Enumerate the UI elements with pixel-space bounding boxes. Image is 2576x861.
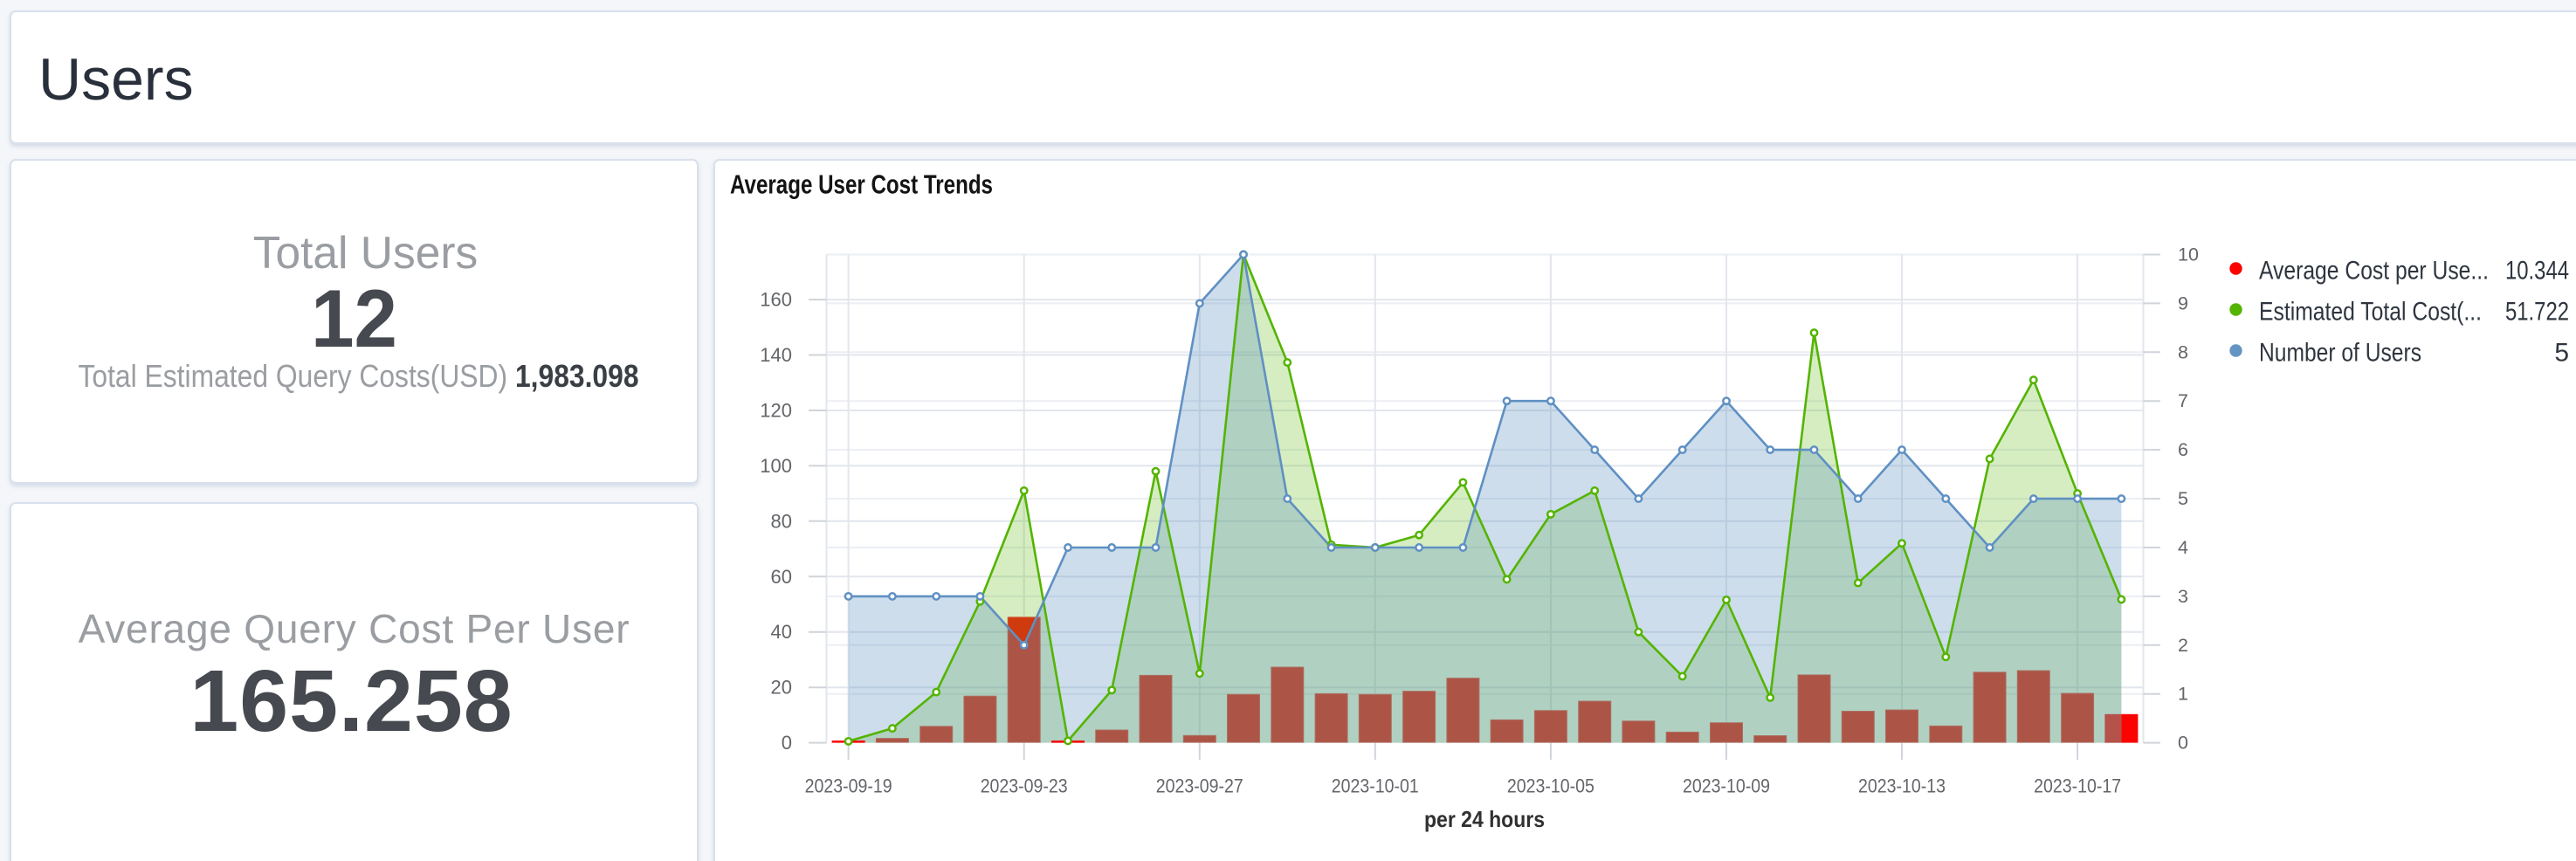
- svg-text:5: 5: [2178, 488, 2188, 509]
- svg-text:160: 160: [760, 289, 792, 311]
- svg-text:2023-10-17: 2023-10-17: [2034, 775, 2121, 797]
- svg-text:per 24 hours: per 24 hours: [1424, 806, 1545, 832]
- svg-text:2023-10-05: 2023-10-05: [1507, 775, 1595, 797]
- svg-text:2023-09-27: 2023-09-27: [1156, 775, 1243, 797]
- svg-text:Estimated Total Cost(...: Estimated Total Cost(...: [2259, 298, 2482, 327]
- svg-text:Average Cost per Use...: Average Cost per Use...: [2259, 257, 2489, 286]
- svg-text:20: 20: [771, 677, 792, 699]
- svg-text:9: 9: [2178, 293, 2188, 313]
- svg-text:8: 8: [2178, 341, 2188, 362]
- svg-text:0: 0: [2178, 733, 2188, 754]
- svg-text:5: 5: [2554, 339, 2569, 368]
- svg-text:51.722: 51.722: [2505, 298, 2569, 327]
- svg-text:6: 6: [2178, 439, 2188, 460]
- svg-text:10: 10: [2178, 245, 2199, 265]
- svg-text:Average User Cost Trends: Average User Cost Trends: [730, 169, 993, 200]
- svg-text:80: 80: [771, 510, 792, 532]
- svg-text:60: 60: [771, 566, 792, 588]
- svg-text:2023-09-19: 2023-09-19: [805, 775, 892, 797]
- svg-text:140: 140: [760, 344, 792, 366]
- svg-text:2023-10-13: 2023-10-13: [1858, 775, 1946, 797]
- svg-text:100: 100: [760, 455, 792, 477]
- svg-text:40: 40: [771, 621, 792, 643]
- svg-text:Number of Users: Number of Users: [2259, 339, 2421, 368]
- svg-text:1: 1: [2178, 684, 2188, 705]
- svg-text:4: 4: [2178, 537, 2188, 558]
- svg-text:7: 7: [2178, 390, 2188, 411]
- svg-text:10.344: 10.344: [2505, 257, 2569, 286]
- svg-text:2023-09-23: 2023-09-23: [981, 775, 1068, 797]
- svg-text:120: 120: [760, 400, 792, 422]
- svg-text:3: 3: [2178, 586, 2188, 607]
- svg-text:2: 2: [2178, 635, 2188, 656]
- svg-text:0: 0: [782, 732, 792, 754]
- svg-text:2023-10-09: 2023-10-09: [1683, 775, 1770, 797]
- svg-text:2023-10-01: 2023-10-01: [1332, 775, 1419, 797]
